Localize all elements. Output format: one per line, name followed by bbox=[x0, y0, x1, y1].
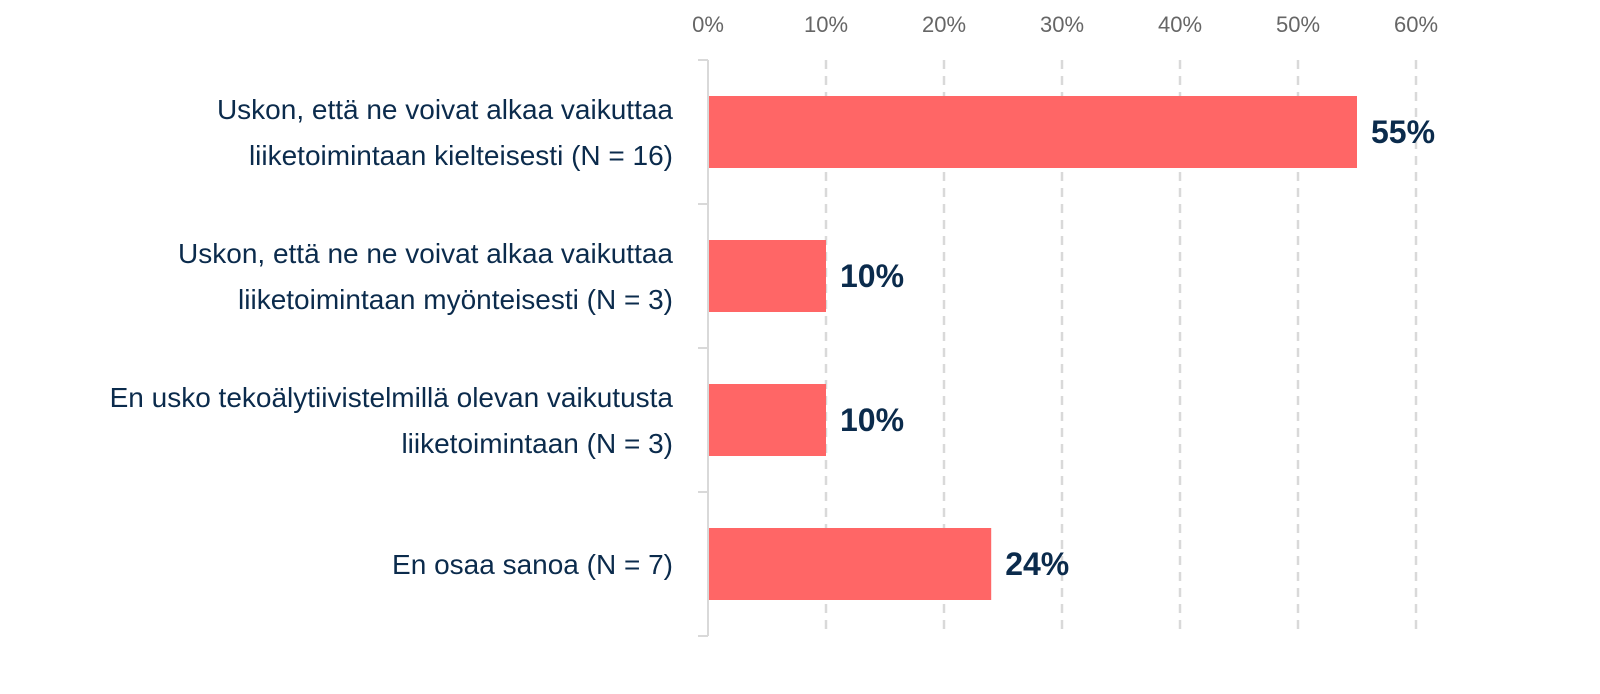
bar bbox=[709, 96, 1357, 168]
category-label: Uskon, että ne voivat alkaa vaikuttaa bbox=[217, 94, 673, 125]
x-tick-label: 30% bbox=[1040, 12, 1084, 37]
x-tick-label: 40% bbox=[1158, 12, 1202, 37]
x-tick-label: 20% bbox=[922, 12, 966, 37]
bar bbox=[709, 384, 826, 456]
category-label: liiketoimintaan (N = 3) bbox=[401, 428, 673, 459]
bar bbox=[709, 240, 826, 312]
x-tick-label: 0% bbox=[692, 12, 724, 37]
bar bbox=[709, 528, 992, 600]
data-label: 24% bbox=[1005, 546, 1069, 582]
category-label: En usko tekoälytiivistelmillä olevan vai… bbox=[110, 382, 674, 413]
x-tick-label: 60% bbox=[1394, 12, 1438, 37]
x-tick-label: 10% bbox=[804, 12, 848, 37]
category-label: liiketoimintaan kielteisesti (N = 16) bbox=[249, 140, 673, 171]
data-label: 55% bbox=[1371, 114, 1435, 150]
category-label: liiketoimintaan myönteisesti (N = 3) bbox=[238, 284, 673, 315]
data-label: 10% bbox=[840, 258, 904, 294]
x-tick-label: 50% bbox=[1276, 12, 1320, 37]
data-label: 10% bbox=[840, 402, 904, 438]
category-label: En osaa sanoa (N = 7) bbox=[392, 549, 673, 580]
category-label: Uskon, että ne ne voivat alkaa vaikuttaa bbox=[178, 238, 673, 269]
